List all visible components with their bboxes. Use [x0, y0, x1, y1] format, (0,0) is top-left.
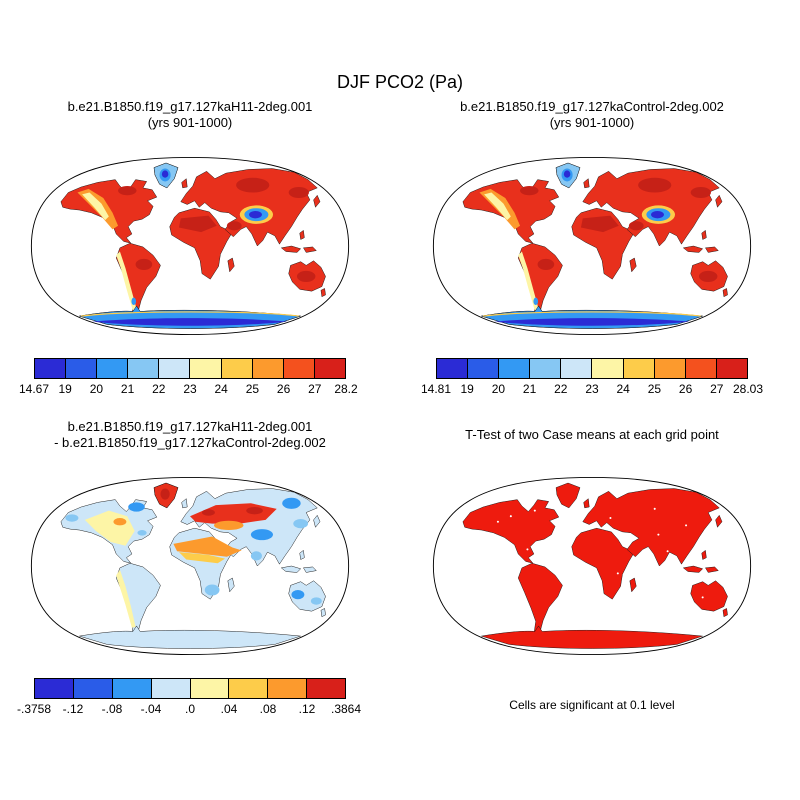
colorbar-tick-label: 24 — [214, 382, 228, 396]
case-title: b.e21.B1850.f19_g17.127kaH11-2deg.001 — [67, 419, 313, 434]
colorbar-cell — [623, 359, 655, 378]
panel-top-right: b.e21.B1850.f19_g17.127kaControl-2deg.00… — [421, 98, 763, 398]
case-title: b.e21.B1850.f19_g17.127kaH11-2deg.001 — [67, 99, 313, 114]
colorbar-labels: -.3758 -.12 -.08 -.04 .0 .04 .08 .12 .3864 — [17, 702, 361, 718]
colorbar-cell — [561, 359, 593, 378]
colorbar-cell — [283, 359, 315, 378]
colorbar-tick-label: 20 — [89, 382, 104, 396]
colorbar-cell — [307, 679, 345, 698]
panel-bottom-left: b.e21.B1850.f19_g17.127kaH11-2deg.001 - … — [17, 418, 361, 718]
colorbar-tick-label: -.12 — [62, 702, 84, 716]
colorbar-tick-label: 14.67 — [18, 382, 50, 396]
colorbar-tick-label: 21 — [522, 382, 537, 396]
colorbar-tick-label: .04 — [220, 702, 238, 716]
colorbar-cell — [654, 359, 686, 378]
colorbar-cell — [190, 679, 230, 698]
case-title: b.e21.B1850.f19_g17.127kaControl-2deg.00… — [460, 99, 724, 114]
colorbar-tick-label: 21 — [120, 382, 135, 396]
colorbar-cell — [190, 359, 222, 378]
panel-title-block: b.e21.B1850.f19_g17.127kaH11-2deg.001 (y… — [22, 98, 358, 132]
colorbar-tick-label: 27 — [308, 382, 322, 396]
colorbar-cell — [35, 679, 74, 698]
colorbar-tick-label: 25 — [647, 382, 662, 396]
colorbar-tick-label: 28.2 — [334, 382, 358, 396]
colorbar-cell — [268, 679, 308, 698]
map-bottom-right — [432, 477, 752, 655]
colorbar-tick-label: .08 — [259, 702, 277, 716]
colorbar-tick-label: -.08 — [101, 702, 123, 716]
colorbar-top-right: 14.81 19 20 21 22 23 24 25 26 27 28.03 — [421, 358, 763, 398]
case-years: (yrs 901-1000) — [147, 115, 233, 130]
colorbar-tick-label: 28.03 — [732, 382, 764, 396]
colorbar-cell — [314, 359, 345, 378]
colorbar-cell — [151, 679, 191, 698]
ttest-title: T-Test of two Case means at each grid po… — [465, 427, 719, 442]
colorbar-labels: 14.81 19 20 21 22 23 24 25 26 27 28.03 — [421, 382, 763, 398]
colorbar-bottom-left: -.3758 -.12 -.08 -.04 .0 .04 .08 .12 .3864 — [17, 678, 361, 718]
colorbar-tick-label: 22 — [554, 382, 568, 396]
colorbar-cell — [128, 359, 160, 378]
colorbar-tick-label: 23 — [183, 382, 197, 396]
colorbar-cell — [437, 359, 469, 378]
colorbar-cell — [112, 679, 152, 698]
colorbar-bar — [436, 358, 748, 379]
colorbar-tick-label: 19 — [58, 382, 72, 396]
colorbar-cell — [499, 359, 531, 378]
panel-title-block: b.e21.B1850.f19_g17.127kaH11-2deg.001 - … — [22, 418, 358, 452]
colorbar-cell — [159, 359, 191, 378]
colorbar-tick-label: .12 — [298, 702, 316, 716]
colorbar-tick-label: 26 — [678, 382, 693, 396]
case-years: (yrs 901-1000) — [549, 115, 635, 130]
colorbar-cell — [716, 359, 747, 378]
colorbar-tick-label: 25 — [245, 382, 260, 396]
colorbar-cell — [73, 679, 113, 698]
colorbar-tick-label: 24 — [616, 382, 630, 396]
colorbar-cell — [97, 359, 129, 378]
colorbar-tick-label: 27 — [710, 382, 724, 396]
colorbar-tick-label: 23 — [585, 382, 599, 396]
colorbar-labels: 14.67 19 20 21 22 23 24 25 26 27 28.2 — [19, 382, 358, 398]
colorbar-bar — [34, 678, 346, 699]
colorbar-bar — [34, 358, 346, 379]
map-bottom-left — [30, 477, 350, 655]
colorbar-cell — [252, 359, 284, 378]
colorbar-tick-label: 14.81 — [420, 382, 452, 396]
map-top-right — [432, 157, 752, 335]
map-top-left — [30, 157, 350, 335]
colorbar-cell — [229, 679, 269, 698]
colorbar-cell — [66, 359, 98, 378]
panel-title-block: b.e21.B1850.f19_g17.127kaControl-2deg.00… — [424, 98, 760, 132]
panel-top-left: b.e21.B1850.f19_g17.127kaH11-2deg.001 (y… — [19, 98, 358, 398]
figure-title: DJF PCO2 (Pa) — [336, 72, 464, 92]
significance-caption: Cells are significant at 0.1 level — [509, 698, 675, 712]
colorbar-cell — [592, 359, 624, 378]
colorbar-cell — [685, 359, 717, 378]
colorbar-tick-label: 26 — [276, 382, 291, 396]
colorbar-tick-label: .3864 — [330, 702, 362, 716]
panel-bottom-right: T-Test of two Case means at each grid po… — [424, 418, 760, 712]
colorbar-tick-label: 19 — [460, 382, 474, 396]
colorbar-tick-label: .0 — [184, 702, 196, 716]
colorbar-cell — [221, 359, 253, 378]
colorbar-cell — [468, 359, 500, 378]
colorbar-tick-label: -.3758 — [16, 702, 52, 716]
colorbar-tick-label: 20 — [491, 382, 506, 396]
case-title-minus: - b.e21.B1850.f19_g17.127kaControl-2deg.… — [54, 435, 326, 450]
colorbar-tick-label: 22 — [152, 382, 166, 396]
colorbar-top-left: 14.67 19 20 21 22 23 24 25 26 27 28.2 — [19, 358, 358, 398]
panel-title-block: T-Test of two Case means at each grid po… — [424, 418, 760, 452]
colorbar-tick-label: -.04 — [140, 702, 162, 716]
colorbar-cell — [35, 359, 67, 378]
colorbar-cell — [530, 359, 562, 378]
